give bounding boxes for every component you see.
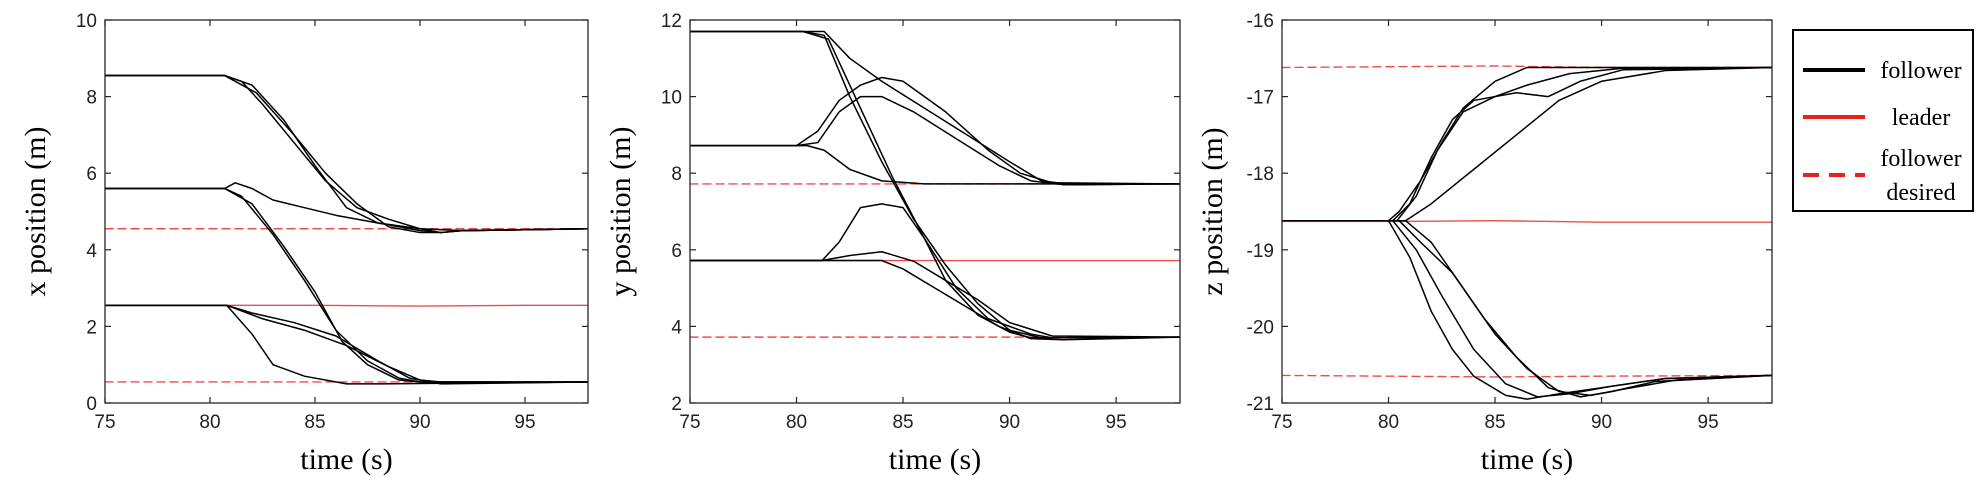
legend-label: follower [1880, 58, 1961, 84]
y-tick-label: 6 [671, 241, 682, 262]
x-tick-label: 80 [786, 412, 807, 433]
follower-line [105, 187, 588, 383]
x-axis-title: time (s) [300, 443, 392, 476]
y-tick-label: 8 [86, 88, 97, 109]
y-tick-label: -17 [1247, 88, 1274, 109]
follower-line [105, 74, 588, 234]
series-group [1282, 65, 1772, 400]
y-tick-label: 2 [671, 394, 682, 415]
x-tick-label: 95 [1698, 412, 1719, 433]
follower-line [1282, 219, 1772, 398]
follower-line [1282, 66, 1772, 222]
series-group [690, 30, 1180, 341]
y-tick-label: -20 [1247, 317, 1274, 338]
x-tick-label: 75 [679, 412, 700, 433]
follower-line [105, 304, 588, 383]
follower-line [690, 259, 1180, 341]
follower-line [690, 203, 1180, 339]
x-tick-label: 85 [1484, 412, 1505, 433]
axes-box [689, 19, 1181, 404]
legend: follower leader follower desired [1792, 29, 1974, 212]
x-tick-label: 90 [999, 412, 1020, 433]
follower-line [690, 250, 1180, 338]
legend-box [1792, 29, 1974, 212]
x-tick-label: 90 [409, 412, 430, 433]
y-axis-title: y position (m) [604, 127, 637, 297]
x-tick-label: 80 [1378, 412, 1399, 433]
y-axis-title: x position (m) [19, 127, 52, 297]
x-tick-label: 85 [304, 412, 325, 433]
y-tick-label: -19 [1247, 241, 1274, 262]
y-tick-label: -18 [1247, 164, 1274, 185]
x-axis-title: time (s) [889, 443, 981, 476]
x-tick-label: 85 [892, 412, 913, 433]
x-tick-label: 75 [1271, 412, 1292, 433]
subplot-1: 75 80 85 90 95 0 2 4 6 8 10 time (s) x position (m) [19, 11, 589, 476]
series-group [105, 74, 588, 385]
follower-line [690, 144, 1180, 185]
follower-line [105, 74, 588, 234]
legend-label: desired [1886, 180, 1955, 206]
y-tick-label: 10 [661, 88, 682, 109]
follower-line [105, 304, 588, 385]
leader-line [1282, 219, 1772, 223]
follower-line [690, 95, 1180, 186]
follower-line [1282, 66, 1772, 222]
follower-line [105, 74, 588, 234]
y-tick-label: -16 [1247, 11, 1274, 32]
x-tick-label: 90 [1591, 412, 1612, 433]
x-tick-label: 75 [94, 412, 115, 433]
y-tick-label: 6 [86, 164, 97, 185]
axes-box [1281, 19, 1773, 404]
subplot-3: 75 80 85 90 95 -21 -20 -19 -18 -17 -16 time (s) z po… [1196, 11, 1773, 476]
follower-line [1282, 66, 1772, 222]
y-tick-label: 4 [86, 241, 97, 262]
follower-line [105, 182, 588, 232]
x-axis-title: time (s) [1481, 443, 1573, 476]
legend-label: leader [1892, 105, 1951, 131]
y-tick-label: 12 [661, 11, 682, 32]
x-tick-label: 95 [1106, 412, 1127, 433]
follower-line [105, 304, 588, 385]
follower-line [1282, 219, 1772, 400]
follower-desired-line [1282, 374, 1772, 378]
y-tick-label: 10 [76, 11, 97, 32]
x-tick-label: 80 [199, 412, 220, 433]
y-tick-label: 0 [86, 394, 97, 415]
legend-label: follower [1880, 146, 1961, 172]
follower-line [1282, 66, 1772, 222]
y-tick-label: 8 [671, 164, 682, 185]
subplot-2: 75 80 85 90 95 2 4 6 8 10 12 time (s) y position (m) [604, 11, 1181, 476]
y-tick-label: -21 [1247, 394, 1274, 415]
x-tick-label: 95 [514, 412, 535, 433]
y-tick-label: 2 [86, 317, 97, 338]
follower-line [1282, 219, 1772, 398]
y-tick-label: 4 [671, 317, 682, 338]
follower-line [690, 30, 1180, 186]
follower-line [690, 76, 1180, 185]
follower-line [105, 187, 588, 383]
y-axis-title: z position (m) [1196, 127, 1229, 295]
axes-box [104, 19, 589, 404]
follower-line [1282, 219, 1772, 397]
